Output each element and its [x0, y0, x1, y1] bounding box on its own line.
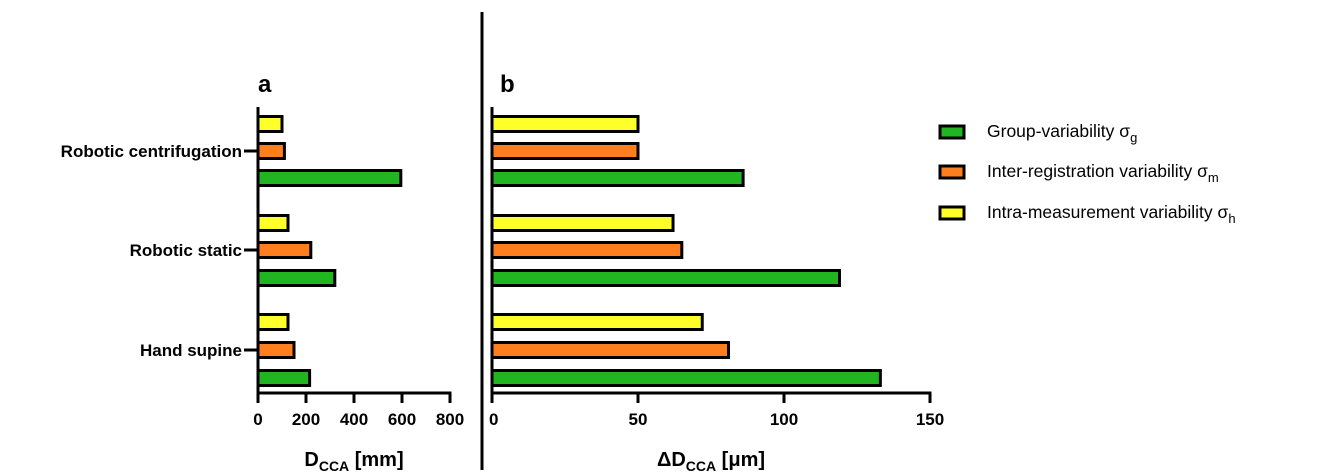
bar-inter-robotic-centrifugation — [490, 142, 640, 160]
panel-a: a Robotic centrifugation Robotic static Han… — [61, 71, 465, 473]
bar-group-hand-supine — [256, 369, 312, 387]
legend-swatch-group — [938, 124, 966, 140]
x-axis-label: DCCA [mm] — [304, 449, 403, 473]
bar-intra-robotic-static — [256, 214, 290, 232]
legend-label-sub: g — [1130, 130, 1137, 145]
x-tick-label-400: 400 — [340, 410, 368, 429]
bar-intra-robotic-static — [490, 214, 675, 232]
bar-inter-robotic-centrifugation — [256, 142, 286, 160]
legend-label-main: Inter-registration variability σ — [987, 161, 1208, 181]
legend-label-main: Intra-measurement variability σ — [987, 202, 1228, 222]
x-axis-label-sub: CCA — [686, 458, 716, 473]
x-axis-label-unit: [μm] — [716, 449, 765, 471]
category-label-robotic-centrifugation: Robotic centrifugation — [61, 142, 242, 161]
legend-label-sub: m — [1208, 170, 1219, 185]
legend-label-main: Group-variability σ — [987, 121, 1130, 141]
x-axis-label: ΔDCCA [μm] — [657, 449, 765, 473]
x-axis-label-main: D — [304, 449, 318, 471]
x-tick-label-200: 200 — [292, 410, 320, 429]
legend-swatch-intra — [938, 205, 966, 221]
legend-label-group: Group-variability σg — [987, 121, 1137, 145]
x-tick-label-150: 150 — [916, 410, 944, 429]
legend-label-intra: Intra-measurement variability σh — [987, 202, 1236, 226]
legend-swatch-inter — [938, 164, 966, 180]
bar-intra-robotic-centrifugation — [256, 115, 284, 133]
x-tick-label-100: 100 — [770, 410, 798, 429]
bar-group-hand-supine — [490, 369, 882, 387]
bar-inter-hand-supine — [256, 341, 296, 359]
category-label-robotic-static: Robotic static — [130, 241, 242, 260]
bar-inter-robotic-static — [256, 241, 313, 259]
bar-intra-robotic-centrifugation — [490, 115, 640, 133]
bar-intra-hand-supine — [490, 313, 704, 331]
x-tick-label-50: 50 — [629, 410, 648, 429]
bar-inter-robotic-static — [490, 241, 684, 259]
x-tick-label-600: 600 — [388, 410, 416, 429]
bar-group-robotic-static — [490, 269, 841, 287]
bar-group-robotic-centrifugation — [490, 169, 745, 187]
bar-group-robotic-centrifugation — [256, 169, 403, 187]
x-tick-label-0: 0 — [253, 410, 262, 429]
panel-label-a: a — [258, 71, 272, 98]
x-axis-label-sub: CCA — [319, 458, 349, 473]
x-tick-label-800: 800 — [436, 410, 464, 429]
category-label-hand-supine: Hand supine — [140, 341, 242, 360]
bar-inter-hand-supine — [490, 341, 731, 359]
bar-group-robotic-static — [256, 269, 337, 287]
x-axis-label-unit: [mm] — [349, 449, 403, 471]
bar-intra-hand-supine — [256, 313, 290, 331]
legend-label-inter: Inter-registration variability σm — [987, 161, 1219, 185]
legend: Group-variability σg Inter-registration v… — [938, 121, 1236, 226]
legend-label-sub: h — [1228, 211, 1235, 226]
panel-b: b 0 50 100 150 ΔDCCA [μm] — [489, 71, 944, 473]
x-axis-label-main: ΔD — [657, 449, 686, 471]
panel-label-b: b — [500, 71, 515, 98]
x-tick-label-0: 0 — [489, 410, 498, 429]
